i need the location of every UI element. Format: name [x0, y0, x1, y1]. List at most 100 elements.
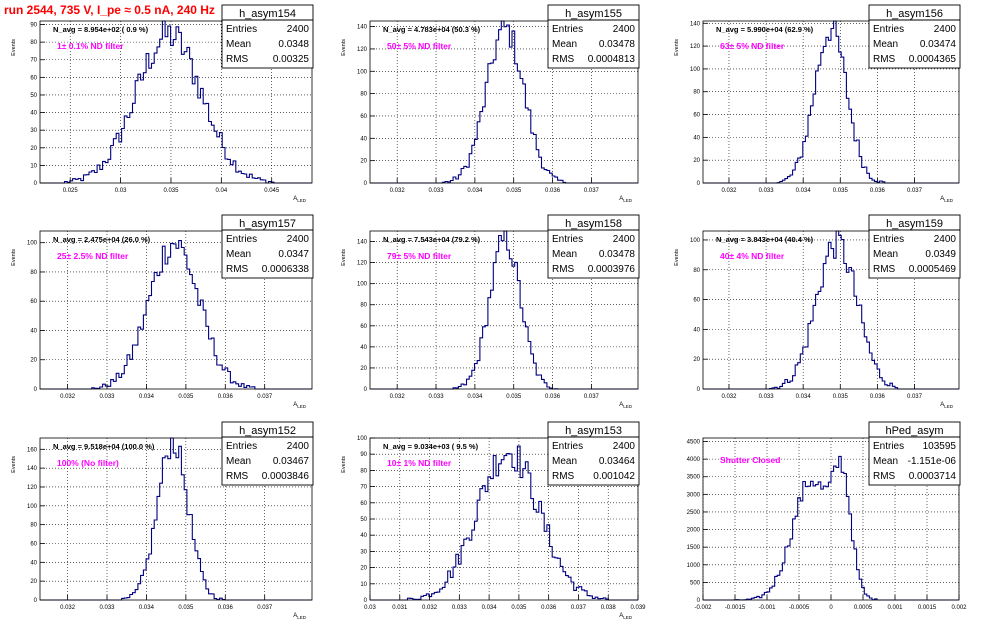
y-tick-label: 50	[30, 93, 37, 99]
x-tick-label: 0.037	[907, 188, 923, 194]
stat-value: 2400	[613, 24, 636, 35]
y-tick-label: 20	[30, 146, 37, 152]
y-tick-label: 100	[690, 238, 701, 244]
x-tick-label: 0.032	[390, 394, 406, 400]
histogram-line	[40, 20, 312, 184]
filter-label: 100% (No filter)	[57, 458, 119, 468]
stat-value: 0.0349	[925, 249, 956, 260]
x-tick-label: -0.002	[694, 605, 712, 611]
navg-label: N_avg = 9.518e+04 (100.0 %)	[53, 442, 155, 451]
stat-label: RMS	[873, 471, 896, 482]
x-tick-label: 0.033	[759, 188, 775, 194]
x-tick-label: 0.034	[796, 394, 812, 400]
y-tick-label: 60	[693, 298, 700, 304]
x-axis-title: ALED	[940, 196, 954, 203]
y-tick-label: 80	[693, 268, 700, 274]
stat-value: 0.03474	[920, 39, 957, 50]
navg-label: N_avg = 4.783e+04 (50.3 %)	[383, 25, 481, 34]
stat-label: RMS	[552, 54, 575, 65]
x-tick-label: 0.037	[257, 605, 273, 611]
histogram-panel-hPed_asym: -0.002 -0.0015 -0.001 -0.0005 0 0.0005 0.001 0.…	[687, 421, 967, 611]
y-tick-label: 20	[693, 357, 700, 363]
y-tick-label: 120	[690, 44, 701, 50]
y-axis-title: Events	[341, 456, 347, 473]
x-tick-label: 0.032	[721, 188, 737, 194]
stat-label: Mean	[873, 39, 898, 50]
x-tick-label: -0.0005	[789, 605, 810, 611]
y-tick-label: 40	[693, 135, 700, 141]
plot-frame	[702, 20, 960, 184]
y-tick-label: 60	[360, 114, 367, 120]
x-tick-label: 0.036	[218, 605, 234, 611]
x-tick-label: 0.036	[541, 605, 557, 611]
y-tick-label: 3000	[687, 492, 701, 498]
filter-label: 10± 1% ND filter	[387, 458, 452, 468]
stat-label: Entries	[226, 24, 257, 35]
y-tick-label: 0	[697, 598, 701, 604]
x-tick-label: -0.001	[758, 605, 776, 611]
stat-box	[547, 214, 640, 279]
x-tick-label: 0.04	[215, 188, 227, 194]
stat-label: Mean	[226, 456, 251, 467]
x-tick-label: 0.025	[63, 188, 79, 194]
y-tick-label: 60	[30, 299, 37, 305]
y-tick-label: 40	[693, 327, 700, 333]
x-tick-label: 0.036	[545, 394, 561, 400]
x-tick-label: 0.033	[100, 605, 116, 611]
histogram-line	[40, 240, 312, 390]
x-tick-label: 0.0005	[854, 605, 873, 611]
x-tick-label: 0.001	[887, 605, 903, 611]
stat-value: -1.151e-06	[908, 456, 957, 467]
y-tick-label: 120	[27, 485, 38, 491]
histogram-line	[370, 445, 638, 601]
x-tick-label: 0.038	[601, 605, 617, 611]
stat-label: RMS	[873, 264, 896, 275]
filter-label: 63± 5% ND filter	[720, 41, 785, 51]
plot-frame	[369, 20, 639, 184]
stat-value: 0.0004365	[909, 54, 957, 65]
y-axis-title: Events	[674, 39, 680, 56]
y-tick-label: 80	[30, 270, 37, 276]
filter-label: 25± 2.5% ND filter	[57, 251, 129, 261]
stat-label: Entries	[226, 234, 257, 245]
x-tick-label: 0.034	[139, 394, 155, 400]
stat-value: 0.03464	[599, 456, 636, 467]
y-tick-label: 80	[30, 40, 37, 46]
x-tick-label: 0.03	[364, 605, 376, 611]
stat-value: 0.0005469	[909, 264, 957, 275]
y-tick-label: 50	[360, 517, 367, 523]
plot-frame	[39, 230, 313, 390]
stat-value: 2400	[613, 234, 636, 245]
stat-label: RMS	[226, 54, 249, 65]
y-tick-label: 40	[360, 345, 367, 351]
x-tick-label: 0.032	[60, 605, 76, 611]
stat-box	[221, 4, 314, 69]
histogram-name: h_asym158	[565, 218, 622, 230]
stat-value: 0.03467	[273, 456, 310, 467]
x-tick-label: 0.045	[264, 188, 280, 194]
y-tick-label: 100	[27, 504, 38, 510]
x-tick-label: 0.036	[870, 394, 886, 400]
histogram-name: h_asym153	[565, 425, 622, 437]
stat-value: 2400	[287, 234, 310, 245]
filter-label: 40± 4% ND filter	[720, 251, 785, 261]
histogram-name: h_asym152	[239, 425, 296, 437]
plot-frame	[39, 20, 313, 184]
x-tick-label: 0.033	[759, 394, 775, 400]
y-tick-label: 10	[30, 163, 37, 169]
y-tick-label: 80	[360, 468, 367, 474]
stat-box	[221, 421, 314, 486]
stat-value: 0.00325	[273, 54, 310, 65]
stat-label: Entries	[552, 234, 583, 245]
y-tick-label: 70	[30, 58, 37, 64]
stat-box	[868, 214, 961, 279]
navg-label: N_avg = 2.475e+04 (26.0 %)	[53, 235, 151, 244]
stat-box	[868, 421, 961, 486]
navg-label: N_avg = 7.543e+04 (79.2 %)	[383, 235, 481, 244]
y-tick-label: 100	[357, 69, 368, 75]
x-tick-label: 0.032	[390, 188, 406, 194]
x-tick-label: 0.033	[429, 394, 445, 400]
stat-label: RMS	[873, 54, 896, 65]
y-tick-label: 40	[30, 111, 37, 117]
stat-value: 2400	[613, 441, 636, 452]
